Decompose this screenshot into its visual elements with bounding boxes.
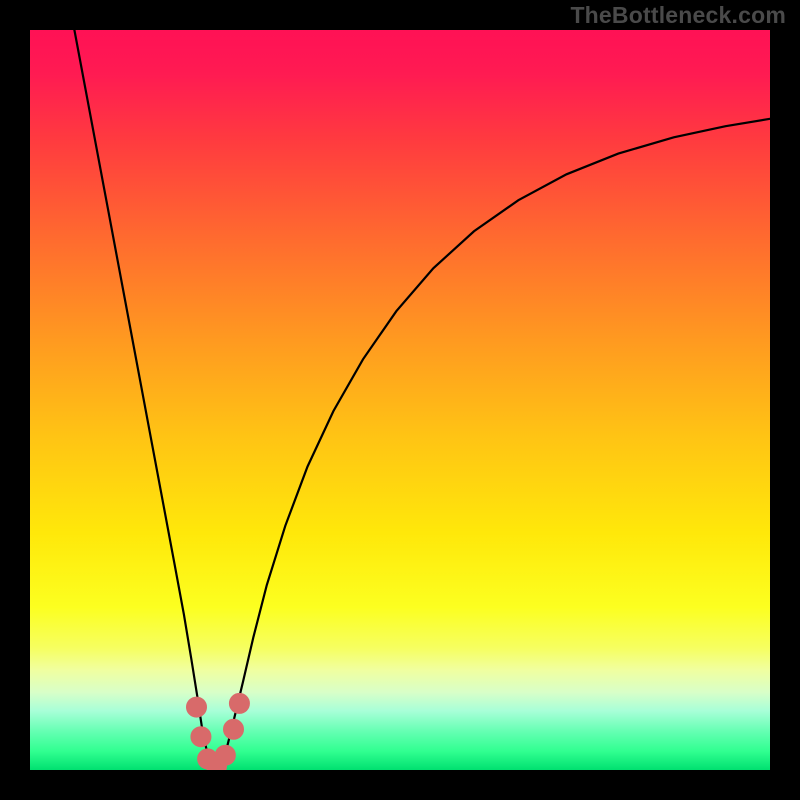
marker-dot [229,693,249,713]
watermark-text: TheBottleneck.com [570,2,786,29]
bottleneck-curve-right [215,119,770,770]
marker-group [187,693,250,770]
plot-area [30,30,770,770]
bottleneck-curve-left [74,30,215,770]
marker-dot [224,719,244,739]
chart-svg [30,30,770,770]
chart-frame: TheBottleneck.com [0,0,800,800]
marker-dot [191,727,211,747]
marker-dot [187,697,207,717]
marker-dot [215,745,235,765]
